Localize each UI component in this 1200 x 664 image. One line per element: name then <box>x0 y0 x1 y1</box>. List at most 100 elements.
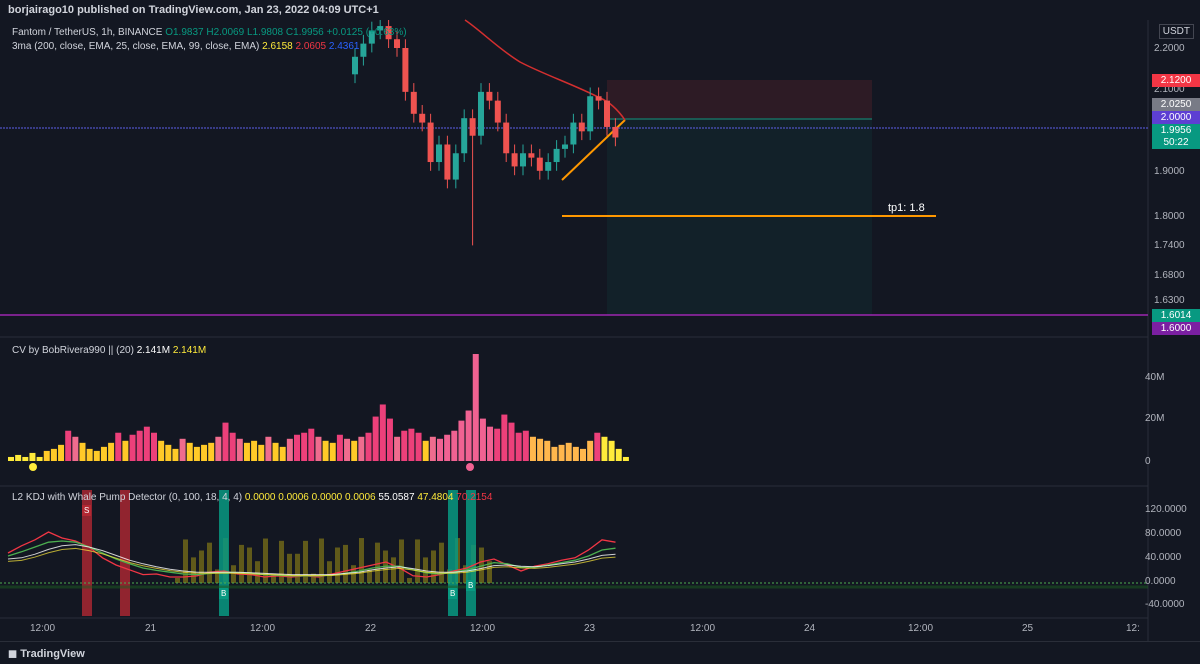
kdj-histogram-bar <box>271 573 276 583</box>
ohlc-close: C1.9956 <box>285 27 324 38</box>
volume-bar <box>572 446 579 461</box>
kdj-tick: 0.0000 <box>1145 576 1176 587</box>
ma-legend[interactable]: 3ma (200, close, EMA, 25, close, EMA, 99… <box>12 41 359 52</box>
kdj-value-3: 0.0000 <box>311 492 343 503</box>
brand-name: TradingView <box>20 648 85 660</box>
kdj-signal-label: B <box>448 588 458 599</box>
kdj-signal-column-3 <box>219 490 229 616</box>
volume-bar <box>336 434 343 461</box>
price-tag-stop: 2.1200 <box>1152 74 1200 87</box>
volume-bar <box>479 418 486 461</box>
candles-group <box>352 20 619 246</box>
time-tick: 24 <box>804 623 816 634</box>
candle <box>511 153 518 167</box>
volume-bar <box>487 426 494 461</box>
candle <box>528 153 535 158</box>
volume-bar <box>229 432 236 461</box>
cv-tick: 40M <box>1145 372 1165 383</box>
volume-bar <box>379 404 386 461</box>
kdj-k-line <box>7 531 616 578</box>
kdj-histogram-bar <box>319 538 324 583</box>
kdj-histogram-bar <box>439 542 444 583</box>
volume-bar <box>522 430 529 461</box>
currency-selector[interactable]: USDT <box>1158 24 1194 39</box>
volume-bar <box>501 414 508 461</box>
volume-marker-high <box>466 463 474 471</box>
position-loss-zone <box>607 80 872 120</box>
volume-bar <box>372 416 379 461</box>
kdj-histogram-bar <box>263 538 268 583</box>
ema-line <box>464 19 626 121</box>
kdj-d-line <box>7 540 616 577</box>
volume-bar <box>172 448 179 461</box>
chart-canvas[interactable] <box>0 0 1200 641</box>
kdj-j-line <box>7 544 616 576</box>
volume-bar <box>136 430 143 461</box>
volume-bar <box>494 428 501 461</box>
kdj-histogram-bar <box>183 539 188 583</box>
volume-bar <box>444 434 451 461</box>
volume-bar <box>265 436 272 461</box>
ohlc-open: O1.9837 <box>165 27 204 38</box>
time-tick: 12:00 <box>30 623 56 634</box>
volume-bar <box>308 428 315 461</box>
price-tick: 1.6800 <box>1154 270 1185 281</box>
kdj-histogram-bar <box>215 569 220 583</box>
price-tick: 1.7400 <box>1154 240 1185 251</box>
kdj-tick: 120.0000 <box>1145 504 1187 515</box>
cv-label: CV by BobRivera990 || (20) <box>12 345 134 356</box>
symbol-name: Fantom / TetherUS, 1h, BINANCE <box>12 27 163 38</box>
volume-bar <box>86 448 93 461</box>
tradingview-logo[interactable]: ◼ TradingView <box>8 647 85 660</box>
kdj-histogram-bar <box>191 557 196 583</box>
kdj-histogram-bar <box>431 550 436 583</box>
volume-bar <box>558 444 565 461</box>
volume-bar <box>208 442 215 461</box>
candle <box>469 118 476 136</box>
time-tick: 22 <box>365 623 377 634</box>
kdj-histogram-bar <box>375 542 380 583</box>
ma-value-3: 2.4361 <box>328 41 360 52</box>
price-tag-target: 1.6014 <box>1152 309 1200 322</box>
candle <box>452 153 459 180</box>
volume-bar <box>351 440 358 461</box>
volume-bar <box>215 436 222 461</box>
kdj-histogram-bar <box>295 553 300 583</box>
volume-bar <box>594 432 601 461</box>
volume-bar <box>158 440 165 461</box>
volume-bar <box>587 440 594 461</box>
cv-legend[interactable]: CV by BobRivera990 || (20) 2.141M 2.141M <box>12 345 206 356</box>
volume-bar <box>286 438 293 461</box>
volume-bar <box>580 448 586 461</box>
candle <box>486 91 493 101</box>
kdj-histogram-bar <box>423 557 428 583</box>
volume-bar <box>201 444 208 461</box>
tp-label[interactable]: tp1: 1.8 <box>884 201 929 215</box>
price-tick: 1.6300 <box>1154 295 1185 306</box>
volume-bar <box>251 440 258 461</box>
candle <box>562 144 568 149</box>
price-tag-support: 1.6000 <box>1152 322 1200 335</box>
time-tick: 12: <box>1126 623 1140 634</box>
kdj-histogram-bar <box>207 542 212 583</box>
candle <box>494 100 501 123</box>
kdj-histogram-bar <box>359 538 364 583</box>
candle <box>553 148 560 163</box>
volume-bar <box>72 436 79 461</box>
candle <box>352 56 358 75</box>
volume-bar <box>79 442 86 461</box>
volume-bar <box>108 442 115 461</box>
kdj-signal-line <box>7 547 616 576</box>
volume-bar <box>43 450 50 461</box>
symbol-legend[interactable]: Fantom / TetherUS, 1h, BINANCE O1.9837 H… <box>12 27 407 38</box>
kdj-histogram-bar <box>311 573 316 583</box>
kdj-tick: -40.0000 <box>1145 599 1185 610</box>
kdj-legend[interactable]: L2 KDJ with Whale Pump Detector (0, 100,… <box>12 492 492 503</box>
candle <box>520 153 526 167</box>
kdj-signal-label: S <box>82 505 92 516</box>
price-tag-countdown: 50:22 <box>1152 136 1200 149</box>
candle <box>570 122 577 145</box>
volume-bar <box>365 432 372 461</box>
kdj-histogram-bar <box>239 544 244 583</box>
publish-info: borjairago10 published on TradingView.co… <box>8 4 379 16</box>
